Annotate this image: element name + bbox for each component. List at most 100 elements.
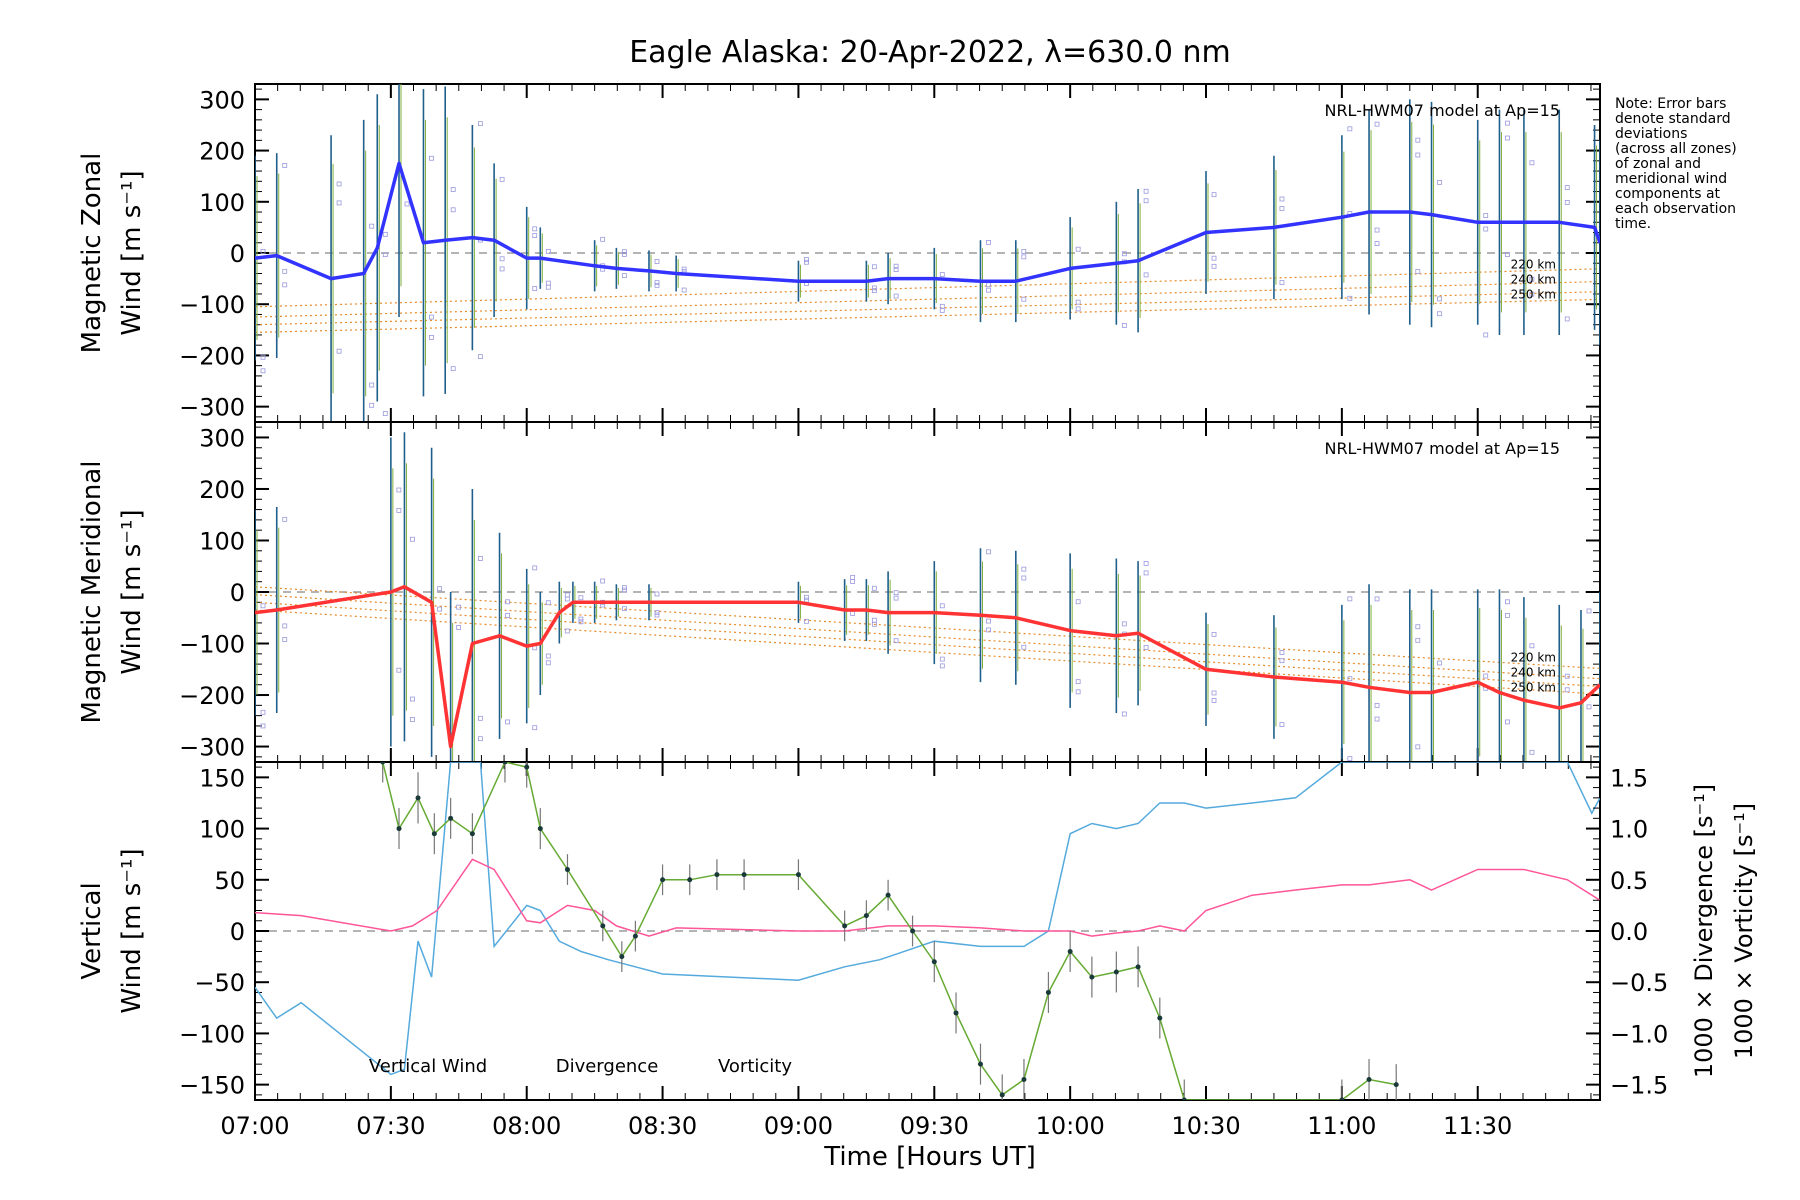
- right-tick-label: 0.0: [1610, 918, 1648, 946]
- zone-marker: [1505, 120, 1510, 126]
- zone-marker: [1374, 121, 1380, 127]
- note-line: components at: [1615, 186, 1721, 202]
- zone-marker: [804, 594, 809, 600]
- zone-marker: [477, 736, 483, 742]
- x-tick-label: 11:00: [1307, 1112, 1376, 1140]
- zone-marker: [1211, 690, 1217, 696]
- zone-marker: [804, 259, 809, 265]
- zone-marker: [1374, 227, 1380, 233]
- right-tick-label: 1.0: [1610, 816, 1648, 844]
- right-tick-label: −1.0: [1610, 1020, 1668, 1048]
- altitude-label: 250 km: [1511, 681, 1556, 695]
- vertical-wind-point: [502, 762, 508, 765]
- zone-marker: [939, 603, 945, 609]
- zone-marker: [1211, 192, 1217, 198]
- model-line: [255, 291, 1600, 326]
- zone-marker: [986, 549, 991, 555]
- zone-marker: [986, 287, 991, 293]
- zone-marker: [382, 252, 388, 258]
- zone-marker: [850, 574, 856, 580]
- zone-marker: [1121, 251, 1127, 257]
- zone-marker: [1505, 612, 1510, 618]
- zone-marker: [893, 263, 899, 269]
- x-tick-label: 08:00: [492, 1112, 561, 1140]
- zone-marker: [1143, 188, 1149, 194]
- zone-marker: [939, 663, 945, 669]
- zone-marker: [369, 402, 375, 408]
- plot-area: [255, 762, 1600, 1100]
- vertical-wind-point: [863, 913, 869, 919]
- zone-marker: [850, 579, 856, 584]
- zone-marker: [260, 248, 266, 254]
- zone-marker: [1565, 794, 1569, 798]
- y-tick-label: 50: [214, 867, 245, 895]
- vertical-wind-point: [1366, 1077, 1372, 1083]
- zone-marker: [336, 181, 342, 187]
- zone-marker: [578, 616, 584, 622]
- panel-vertical: 150 100 50 0 −50 −100 −150 07:00 07:30 08:00 08:30…: [77, 761, 1758, 1140]
- zone-marker: [1347, 676, 1353, 682]
- model-label: NRL-HWM07 model at Ap=15: [1324, 101, 1560, 120]
- vertical-wind-point: [660, 877, 666, 883]
- y-tick-label: −100: [179, 291, 245, 319]
- zone-marker: [396, 487, 402, 493]
- zone-marker: [1279, 650, 1285, 655]
- plot-area: [255, 84, 1605, 422]
- model-line: [255, 298, 1600, 333]
- zone-marker: [396, 667, 402, 673]
- zone-marker: [1606, 719, 1610, 723]
- zone-marker: [545, 280, 551, 286]
- zone-marker: [477, 715, 483, 721]
- vertical-wind-point: [448, 815, 454, 821]
- vertical-wind-point: [842, 923, 848, 929]
- x-tick-label: 10:00: [1036, 1112, 1105, 1140]
- zone-marker: [893, 293, 899, 299]
- altitude-label: 250 km: [1511, 287, 1556, 301]
- zone-marker: [429, 314, 434, 320]
- zone-marker: [578, 595, 584, 601]
- zone-marker: [871, 285, 877, 291]
- zone-marker: [1211, 631, 1217, 637]
- zone-marker: [532, 286, 538, 291]
- zone-marker: [621, 606, 627, 612]
- x-tick-label: 11:30: [1443, 1112, 1512, 1140]
- zone-marker: [545, 653, 551, 659]
- zone-marker: [1143, 198, 1149, 204]
- zone-marker: [545, 248, 551, 254]
- zone-marker: [477, 556, 483, 561]
- zone-marker: [1586, 704, 1592, 710]
- zone-marker: [1347, 126, 1353, 132]
- zone-marker: [382, 231, 388, 237]
- zone-marker: [260, 709, 266, 715]
- legend-entry: Vorticity: [718, 1056, 792, 1077]
- zone-marker: [457, 785, 461, 789]
- note-line: of zonal and: [1615, 156, 1701, 172]
- zone-marker: [1438, 781, 1442, 785]
- zone-marker: [871, 585, 877, 591]
- note-line: denote standard: [1615, 111, 1731, 127]
- zone-marker: [1564, 200, 1570, 205]
- zone-marker: [654, 259, 660, 264]
- zone-marker: [382, 411, 388, 416]
- zone-marker: [621, 585, 627, 591]
- zone-marker: [1374, 241, 1380, 246]
- vertical-wind-point: [537, 826, 543, 832]
- zone-marker: [893, 267, 899, 272]
- zone-marker: [410, 717, 415, 722]
- zone-marker: [1415, 152, 1421, 158]
- y-axis-label-line1: Magnetic Zonal: [77, 153, 107, 354]
- zone-marker: [654, 591, 660, 597]
- right-axis-label-vorticity: 1000 × Vorticity [s⁻¹]: [1730, 803, 1758, 1059]
- legend-entry: Vertical Wind: [369, 1056, 487, 1077]
- y-tick-label: 150: [199, 764, 245, 792]
- zone-marker: [1211, 255, 1217, 261]
- note-line: Note: Error bars: [1615, 96, 1726, 112]
- zone-marker: [1601, 230, 1605, 234]
- zone-marker: [1143, 560, 1149, 566]
- zone-marker: [1374, 596, 1380, 602]
- y-tick-label: 100: [199, 527, 245, 555]
- zone-marker: [450, 207, 456, 213]
- vertical-wind-point: [619, 954, 625, 960]
- zone-marker: [804, 257, 809, 262]
